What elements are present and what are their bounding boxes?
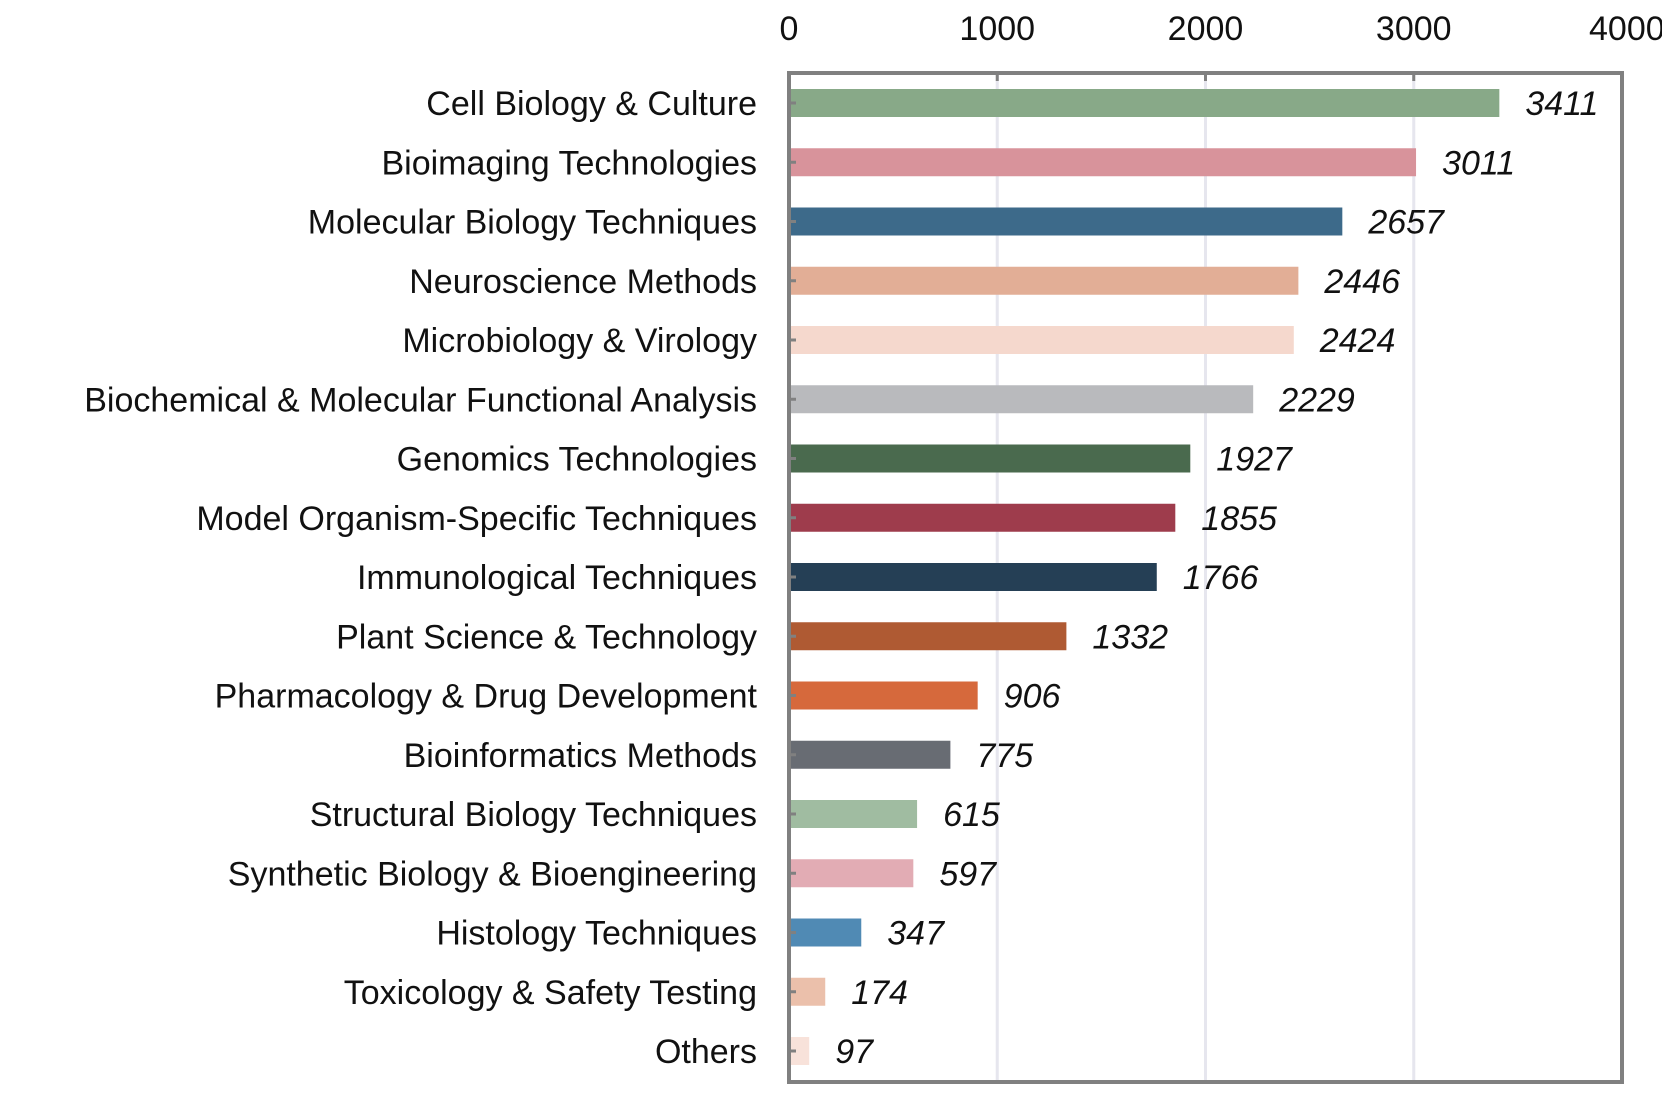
value-label-structural-biology-techniques: 615 <box>943 796 1000 834</box>
value-label-histology-techniques: 347 <box>887 915 945 953</box>
x-axis-ticks: 0 1000 2000 3000 4000 <box>780 10 1662 81</box>
value-label-neuroscience-methods: 2446 <box>1323 263 1400 301</box>
value-label-toxicology-safety-testing: 174 <box>851 974 908 1012</box>
value-label-bioimaging-technologies: 3011 <box>1442 144 1515 182</box>
category-label-microbiology-virology: Microbiology & Virology <box>402 322 757 360</box>
value-label-bioinformatics-methods: 775 <box>976 737 1033 775</box>
bar-histology-techniques <box>789 918 862 947</box>
x-tick-label-2000: 2000 <box>1168 10 1244 48</box>
bar-synthetic-biology-bioengineering <box>789 859 914 888</box>
bar-structural-biology-techniques <box>789 800 918 828</box>
value-label-biochemical-molecular-functional-analysis: 2229 <box>1278 381 1355 419</box>
category-label-molecular-biology-techniques: Molecular Biology Techniques <box>308 204 757 242</box>
value-label-pharmacology-drug-development: 906 <box>1004 678 1061 716</box>
category-label-cell-biology-culture: Cell Biology & Culture <box>426 85 757 123</box>
bar-plant-science-technology <box>789 622 1067 651</box>
x-tick-label-4000: 4000 <box>1589 10 1662 48</box>
category-labels: Cell Biology & Culture Bioimaging Technol… <box>84 85 757 1071</box>
category-label-immunological-techniques: Immunological Techniques <box>357 559 757 597</box>
bar-molecular-biology-techniques <box>789 207 1343 236</box>
value-labels: 3411 3011 2657 2446 2424 2229 1927 1855 1766 1332… <box>835 85 1598 1071</box>
category-label-toxicology-safety-testing: Toxicology & Safety Testing <box>344 974 757 1012</box>
value-label-immunological-techniques: 1766 <box>1183 559 1259 597</box>
category-label-histology-techniques: Histology Techniques <box>436 915 757 953</box>
bar-microbiology-virology <box>789 326 1294 354</box>
category-label-pharmacology-drug-development: Pharmacology & Drug Development <box>215 678 758 716</box>
category-label-others: Others <box>655 1033 757 1071</box>
value-label-genomics-technologies: 1927 <box>1216 441 1293 479</box>
category-label-model-organism-specific-techniques: Model Organism-Specific Techniques <box>196 500 757 538</box>
category-label-plant-science-technology: Plant Science & Technology <box>336 618 757 656</box>
category-label-bioinformatics-methods: Bioinformatics Methods <box>404 737 757 775</box>
x-tick-label-3000: 3000 <box>1376 10 1452 48</box>
category-label-bioimaging-technologies: Bioimaging Technologies <box>381 144 757 182</box>
category-label-biochemical-molecular-functional-analysis: Biochemical & Molecular Functional Analy… <box>84 381 757 419</box>
bar-neuroscience-methods <box>789 266 1299 295</box>
value-label-molecular-biology-techniques: 2657 <box>1367 204 1445 242</box>
bars <box>789 89 1500 1065</box>
bar-biochemical-molecular-functional-analysis <box>789 385 1254 414</box>
bar-cell-biology-culture <box>789 89 1500 117</box>
x-tick-label-0: 0 <box>780 10 799 48</box>
bar-others <box>789 1037 810 1065</box>
value-label-plant-science-technology: 1332 <box>1092 618 1168 656</box>
value-label-microbiology-virology: 2424 <box>1319 322 1396 360</box>
category-label-neuroscience-methods: Neuroscience Methods <box>409 263 757 301</box>
value-label-synthetic-biology-bioengineering: 597 <box>939 855 997 893</box>
bar-pharmacology-drug-development <box>789 681 978 710</box>
value-label-cell-biology-culture: 3411 <box>1525 85 1598 123</box>
x-tick-label-1000: 1000 <box>959 10 1035 48</box>
bar-model-organism-specific-techniques <box>789 503 1176 532</box>
value-label-model-organism-specific-techniques: 1855 <box>1201 500 1277 538</box>
category-label-structural-biology-techniques: Structural Biology Techniques <box>310 796 757 834</box>
bar-immunological-techniques <box>789 563 1157 591</box>
bar-genomics-technologies <box>789 444 1191 473</box>
category-label-genomics-technologies: Genomics Technologies <box>397 441 757 479</box>
category-label-synthetic-biology-bioengineering: Synthetic Biology & Bioengineering <box>228 855 757 893</box>
bar-bioimaging-technologies <box>789 148 1417 177</box>
value-label-others: 97 <box>835 1033 874 1071</box>
bar-bioinformatics-methods <box>789 740 951 769</box>
